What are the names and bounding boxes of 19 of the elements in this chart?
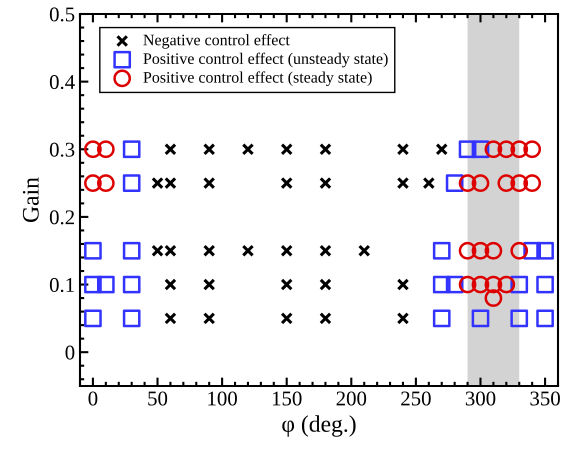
x-tick-label: 200: [336, 391, 366, 406]
legend-label: Positive control effect (unsteady state): [143, 52, 388, 68]
legend-label: Positive control effect (steady state): [143, 71, 372, 86]
x-tick-label: 50: [148, 391, 168, 406]
y-tick-label: 0: [66, 346, 74, 360]
y-tick-label: 0.4: [50, 75, 75, 90]
x-tick-label: 250: [401, 391, 431, 406]
x-tick-label: 100: [208, 391, 237, 406]
y-axis-title: Gain: [22, 177, 39, 222]
y-tick-label: 0.5: [50, 7, 74, 22]
y-tick-label: 0.2: [50, 210, 74, 224]
x-axis-title: φ (deg.): [282, 415, 356, 437]
x-tick-label: 150: [272, 391, 302, 406]
x-tick-label: 0: [88, 391, 98, 406]
y-tick-label: 0.3: [50, 142, 74, 157]
y-tick-label: 0.1: [50, 278, 74, 292]
x-tick-label: 300: [466, 391, 496, 406]
x-tick-label: 350: [530, 391, 560, 406]
legend-label: Negative control effect: [143, 34, 290, 49]
